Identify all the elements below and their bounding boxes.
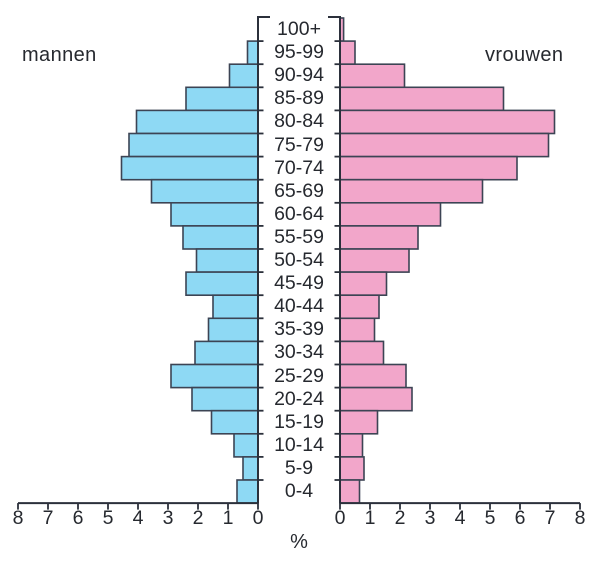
bar-mannen-90-94 <box>228 63 259 89</box>
bar-mannen-0-4 <box>236 479 259 504</box>
bar-mannen-25-29 <box>170 363 259 389</box>
right-tick-label-4: 4 <box>454 507 466 529</box>
bar-mannen-50-54 <box>195 248 259 273</box>
bar-mannen-15-19 <box>210 409 259 435</box>
age-label-20-24: 20-24 <box>274 387 324 410</box>
bar-mannen-30-34 <box>194 340 259 366</box>
bar-mannen-5-9 <box>242 456 259 481</box>
bar-vrouwen-65-69 <box>339 178 484 204</box>
right-tick-label-2: 2 <box>394 507 406 529</box>
right-series-label: vrouwen <box>485 44 564 66</box>
bar-vrouwen-30-34 <box>339 340 385 366</box>
left-tick-label-4: 4 <box>132 507 144 529</box>
bar-mannen-80-84 <box>135 109 259 135</box>
age-label-90-94: 90-94 <box>274 64 324 87</box>
bar-vrouwen-70-74 <box>339 155 518 181</box>
left-tick-label-5: 5 <box>102 507 114 529</box>
bar-mannen-45-49 <box>185 271 259 297</box>
bar-mannen-95-99 <box>246 40 259 65</box>
bar-vrouwen-90-94 <box>339 63 406 89</box>
bar-vrouwen-50-54 <box>339 248 410 273</box>
left-tick-label-3: 3 <box>162 507 174 529</box>
age-label-60-64: 60-64 <box>274 202 324 225</box>
age-label-35-39: 35-39 <box>274 318 324 341</box>
bar-mannen-20-24 <box>191 386 259 412</box>
bar-mannen-70-74 <box>120 155 259 181</box>
bar-mannen-60-64 <box>170 202 259 227</box>
left-tick-label-2: 2 <box>192 507 204 529</box>
left-series-label: mannen <box>22 44 97 66</box>
age-label-50-54: 50-54 <box>274 249 324 271</box>
age-label-5-9: 5-9 <box>284 456 314 479</box>
bar-mannen-55-59 <box>182 225 259 250</box>
left-tick-label-0: 0 <box>252 507 264 529</box>
age-label-55-59: 55-59 <box>274 225 324 248</box>
bar-vrouwen-45-49 <box>339 271 388 297</box>
right-tick-label-8: 8 <box>574 507 586 529</box>
age-label-0-4: 0-4 <box>284 480 314 502</box>
bar-mannen-35-39 <box>207 317 259 343</box>
bar-vrouwen-15-19 <box>339 409 379 435</box>
bar-vrouwen-35-39 <box>339 317 376 343</box>
right-tick-label-7: 7 <box>544 507 556 529</box>
age-label-85-89: 85-89 <box>274 87 324 110</box>
age-label-25-29: 25-29 <box>274 364 324 387</box>
right-tick-label-1: 1 <box>364 507 376 529</box>
bar-vrouwen-40-44 <box>339 294 380 320</box>
age-label-65-69: 65-69 <box>274 179 324 202</box>
age-label-45-49: 45-49 <box>274 272 324 295</box>
bar-vrouwen-75-79 <box>339 132 550 158</box>
bar-vrouwen-5-9 <box>339 456 365 481</box>
right-tick-label-3: 3 <box>424 507 436 529</box>
bar-mannen-10-14 <box>233 432 259 458</box>
age-label-40-44: 40-44 <box>274 295 324 318</box>
left-tick-label-7: 7 <box>42 507 54 529</box>
bar-mannen-75-79 <box>128 132 259 158</box>
bar-mannen-40-44 <box>212 294 259 320</box>
age-label-10-14: 10-14 <box>274 433 324 456</box>
left-tick-label-8: 8 <box>12 507 24 529</box>
bar-vrouwen-95-99 <box>339 40 356 65</box>
x-axis-unit-label: % <box>290 531 308 553</box>
right-tick-label-6: 6 <box>514 507 526 529</box>
right-tick-label-0: 0 <box>334 507 346 529</box>
right-tick-label-5: 5 <box>484 507 496 529</box>
bar-mannen-65-69 <box>150 178 259 204</box>
bar-vrouwen-85-89 <box>339 86 505 112</box>
bar-vrouwen-20-24 <box>339 386 413 412</box>
age-label-80-84: 80-84 <box>274 110 324 133</box>
age-label-30-34: 30-34 <box>274 341 324 364</box>
bar-vrouwen-10-14 <box>339 432 364 458</box>
age-label-100+: 100+ <box>277 18 321 40</box>
bar-vrouwen-0-4 <box>339 479 361 504</box>
bar-mannen-85-89 <box>185 86 259 112</box>
bar-vrouwen-55-59 <box>339 225 419 250</box>
age-label-75-79: 75-79 <box>274 133 324 156</box>
age-label-70-74: 70-74 <box>274 156 324 179</box>
age-label-15-19: 15-19 <box>274 410 324 433</box>
bar-vrouwen-80-84 <box>339 109 556 135</box>
left-tick-label-1: 1 <box>222 507 234 529</box>
left-tick-label-6: 6 <box>72 507 84 529</box>
bar-vrouwen-60-64 <box>339 202 442 227</box>
bar-vrouwen-25-29 <box>339 363 407 389</box>
age-label-95-99: 95-99 <box>274 41 324 64</box>
